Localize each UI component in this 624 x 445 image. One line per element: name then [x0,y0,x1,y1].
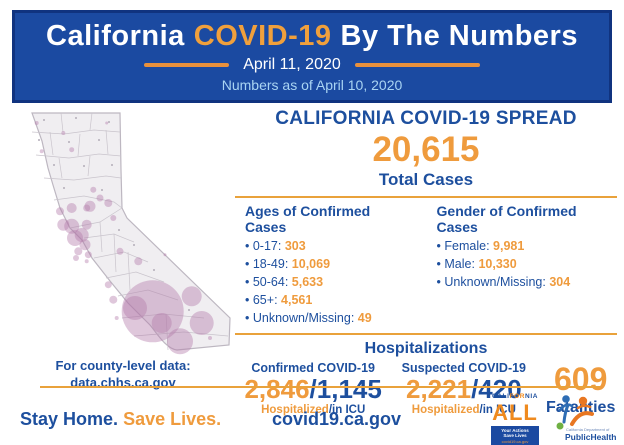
age-item: 0-17: 303 [245,237,415,255]
case-bubble [74,247,83,256]
total-cases-label: Total Cases [378,169,474,189]
case-bubble [208,336,212,340]
demographics-row: Ages of Confirmed Cases 0-17: 303 18-49:… [235,203,617,328]
cdph-dept-text: California Department of [566,427,610,432]
california-outline [31,112,231,351]
public-health-logo: California Department of PublicHealth [552,392,620,445]
age-item: 50-64: 5,633 [245,273,415,291]
california-all-logo: CALIFORNIA ALL Your Actions Save Lives c… [486,393,544,445]
case-bubble [81,219,92,230]
case-bubbles-layer [34,121,214,355]
california-all-box: Your Actions Save Lives covid19.ca.gov [491,425,539,445]
case-bubble [84,251,92,259]
title-highlight: COVID-19 [193,20,332,52]
case-bubble [56,207,64,216]
california-all-big-text: ALL [492,399,538,425]
case-bubble [66,203,77,213]
confirmed-sublabel: Hospitalized/in ICU [261,403,366,416]
gender-section: Gender of Confirmed Cases Female: 9,981 … [415,203,617,328]
gender-list: Female: 9,981 Male: 10,330 Unknown/Missi… [437,237,617,291]
gender-item: Unknown/Missing: 304 [437,273,617,291]
title-part2: By The Numbers [340,20,578,52]
date-rule-left [144,63,230,67]
age-item: 65+: 4,561 [245,291,415,309]
case-bubble [104,281,112,289]
date-row: April 11, 2020 [15,56,609,74]
ages-list: 0-17: 303 18-49: 10,069 50-64: 5,633 65+… [245,237,415,328]
case-bubble [39,149,44,154]
hospitalizations-row: Confirmed COVID-19 2,846/1,145 Hospitali… [235,361,617,417]
fatalities-block: 609 Fatalities [544,361,617,417]
age-item: 18-49: 10,069 [245,255,415,273]
case-bubble [83,204,91,212]
map-caption-line2: data.chhs.ca.gov [70,374,176,390]
suspected-sublabel: Hospitalized/in ICU [411,403,516,416]
gender-item: Female: 9,981 [437,237,617,255]
case-bubble [116,247,124,255]
california-map-svg [31,112,231,355]
case-bubble [67,230,83,246]
california-all-wordmark: CALIFORNIA [491,393,539,400]
case-bubble [134,257,143,266]
case-bubble [64,218,80,234]
ages-section: Ages of Confirmed Cases 0-17: 303 18-49:… [235,203,415,328]
footer-url: covid19.ca.gov [272,409,402,429]
case-bubble [109,295,118,304]
title-part1: California [46,20,185,52]
confirmed-values: 2,846/1,145 [244,374,382,405]
ages-title: Ages of Confirmed Cases [245,202,371,235]
cdph-publichealth-text: PublicHealth [565,432,616,442]
case-bubble [163,253,167,257]
case-bubble [167,328,193,355]
confirmed-label: Confirmed COVID-19 [251,361,375,376]
map-caption-line1: For county-level data: [55,358,191,373]
case-bubble [73,255,79,261]
case-bubble [74,228,89,242]
page-title: California COVID-19 By The Numbers [15,20,609,53]
case-bubble [61,131,66,135]
case-bubble [34,121,39,125]
suspected-values: 2,221/420 [405,374,522,405]
case-bubble [121,280,184,343]
case-bubble [57,218,70,231]
case-bubble [79,239,91,251]
report-date: April 11, 2020 [243,56,341,73]
stats-panel: CALIFORNIA COVID-19 SPREAD 20,615 Total … [235,108,617,417]
divider-rule-2 [235,333,617,336]
as-of-date: Numbers as of April 10, 2020 [221,77,403,93]
divider-rule-1 [235,195,617,198]
hospitalizations-title: Hospitalizations [364,340,488,358]
county-borders [31,112,229,351]
divider-rule-bottom [40,386,600,388]
county-seat-dots [38,117,190,311]
case-bubble [69,147,75,153]
case-bubble [90,186,97,193]
age-item: Unknown/Missing: 49 [245,309,415,327]
case-bubble [181,286,202,307]
gender-item: Male: 10,330 [437,255,617,273]
footer-tagline: Stay Home. Save Lives. [20,409,222,429]
case-bubble [84,259,89,264]
case-bubble [104,199,113,207]
confirmed-hospitalizations: Confirmed COVID-19 2,846/1,145 Hospitali… [241,361,385,417]
public-health-logo-icon: California Department of PublicHealth [556,395,616,442]
fatalities-value: 609 [553,361,608,398]
total-cases-value: 20,615 [372,130,480,169]
suspected-label: Suspected COVID-19 [401,361,527,376]
date-rule-right [354,63,480,67]
spread-title: CALIFORNIA COVID-19 SPREAD [275,108,577,129]
case-bubble [123,296,147,320]
header-banner: California COVID-19 By The Numbers April 1… [12,10,612,103]
case-bubble [151,313,172,333]
case-bubble [110,215,117,221]
case-bubble [105,121,109,125]
case-bubble [96,194,104,202]
suspected-hospitalizations: Suspected COVID-19 2,221/420 Hospitalize… [389,361,538,417]
california-bubble-map [14,110,232,362]
case-bubble [189,311,214,335]
case-bubble [84,200,96,212]
gender-title: Gender of Confirmed Cases [436,202,577,235]
case-bubble [114,316,119,320]
